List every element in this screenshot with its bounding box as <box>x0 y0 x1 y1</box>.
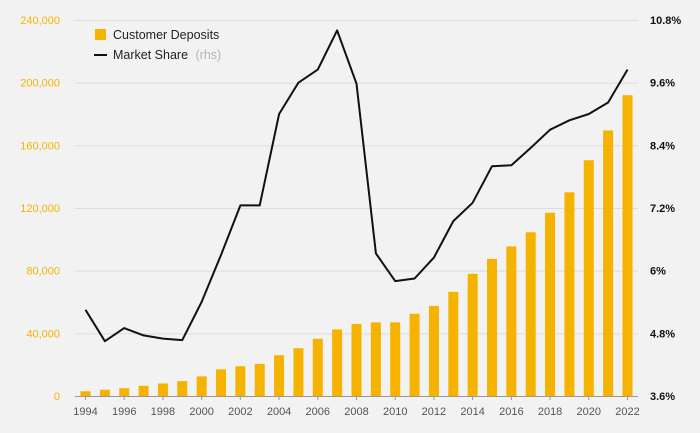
x-tick-label: 2012 <box>422 406 446 418</box>
legend-label-share: Market Share (rhs) <box>113 48 221 62</box>
x-tick-label: 1996 <box>112 406 136 418</box>
deposit-bar <box>428 305 439 396</box>
deposit-bar <box>254 363 265 396</box>
deposit-bar <box>467 273 478 396</box>
deposit-bar <box>235 366 246 396</box>
x-tick-label: 2018 <box>538 406 562 418</box>
right-tick-label: 6% <box>650 266 666 278</box>
deposit-bar <box>351 323 362 396</box>
legend-label-deposits: Customer Deposits <box>113 28 219 42</box>
right-tick-label: 8.4% <box>650 140 675 152</box>
deposit-bar <box>216 369 226 396</box>
x-tick-label: 2022 <box>615 406 639 418</box>
deposit-bar <box>138 385 149 396</box>
x-tick-label: 2004 <box>267 406 291 418</box>
x-tick-label: 1998 <box>151 406 175 418</box>
x-tick-label: 2008 <box>344 406 368 418</box>
x-tick-label: 2014 <box>460 406 484 418</box>
deposit-bar <box>312 338 323 396</box>
legend-label-share-note: (rhs) <box>196 48 222 62</box>
deposit-bar <box>525 232 536 396</box>
deposit-bar <box>157 383 168 396</box>
deposit-bar <box>603 130 614 396</box>
deposit-bar <box>177 381 188 396</box>
legend-swatch-deposits <box>95 29 106 40</box>
deposit-bar <box>99 389 110 396</box>
deposit-bar <box>196 376 207 396</box>
deposit-bar <box>545 212 556 396</box>
right-axis-ticks: 3.6% 4.8% 6% 7.2% 8.4% 9.6% 10.8% <box>650 15 681 403</box>
deposit-bar <box>370 322 381 396</box>
deposit-bar <box>506 246 517 396</box>
deposit-bar <box>274 355 285 396</box>
left-tick-label: 200,000 <box>20 78 60 90</box>
deposit-bar <box>622 95 633 396</box>
legend: Customer Deposits Market Share (rhs) <box>94 28 221 62</box>
deposit-bar <box>583 160 594 396</box>
x-tick-label: 2010 <box>383 406 407 418</box>
right-tick-label: 3.6% <box>650 391 675 403</box>
left-tick-label: 80,000 <box>26 266 60 278</box>
x-tick-label: 2002 <box>228 406 252 418</box>
x-axis-ticks: 1994 1996 1998 2000 2002 2004 2006 2008 2010 2012… <box>73 396 640 418</box>
x-tick-label: 2016 <box>499 406 523 418</box>
x-tick-label: 1994 <box>73 406 97 418</box>
left-tick-label: 120,000 <box>20 203 60 215</box>
market-share-line <box>84 29 629 343</box>
right-tick-label: 10.8% <box>650 15 681 27</box>
right-tick-label: 4.8% <box>650 328 675 340</box>
deposit-bar <box>80 391 91 396</box>
deposit-bar <box>409 313 420 396</box>
deposit-bar <box>293 348 304 396</box>
deposit-bar <box>564 192 575 396</box>
right-tick-label: 9.6% <box>650 78 675 90</box>
legend-label-share-text: Market Share <box>113 48 188 62</box>
deposit-bars <box>80 95 633 396</box>
left-tick-label: 160,000 <box>20 140 60 152</box>
deposit-bar <box>332 329 343 396</box>
left-axis-ticks: 0 40,000 80,000 120,000 160,000 200,000 240,00… <box>20 15 60 403</box>
deposit-bar <box>448 291 459 396</box>
deposit-bar <box>487 258 497 396</box>
left-tick-label: 240,000 <box>20 15 60 27</box>
x-tick-label: 2006 <box>306 406 330 418</box>
left-tick-label: 40,000 <box>26 328 60 340</box>
deposit-bar <box>390 322 401 396</box>
right-tick-label: 7.2% <box>650 203 675 215</box>
left-tick-label: 0 <box>54 391 60 403</box>
x-tick-label: 2020 <box>577 406 601 418</box>
deposit-bar <box>119 388 130 396</box>
x-tick-label: 2000 <box>189 406 213 418</box>
